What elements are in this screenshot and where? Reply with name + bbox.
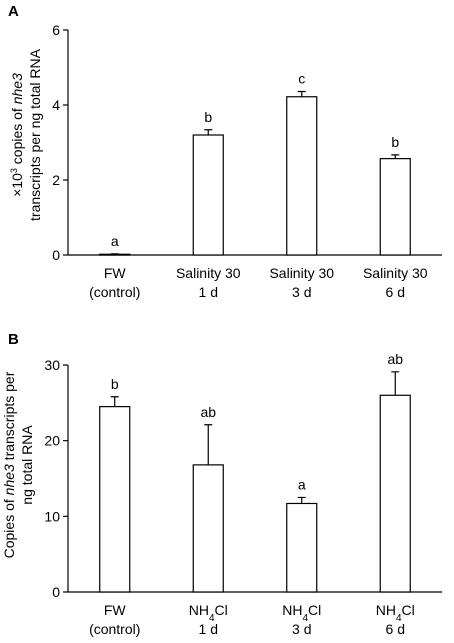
panel-b-y-axis-label-line2: ng total RNA	[19, 425, 35, 505]
panel-a-y-tick-label: 2	[52, 172, 60, 188]
panel-b-error-bar	[110, 396, 119, 407]
panel-a-category-sublabel: 3 d	[292, 284, 311, 300]
panel-b-error-bar	[297, 496, 306, 504]
panel-b-y-tick-label: 0	[52, 584, 60, 600]
panel-b-significance-letter: a	[298, 476, 306, 492]
panel-a-error-bar	[391, 154, 400, 159]
panel-b-significance-letter: b	[111, 376, 119, 392]
panel-b-category-label: NH4Cl	[376, 602, 415, 624]
panel-a-bar	[192, 134, 224, 256]
panel-a-y-tick-label: 4	[52, 97, 60, 113]
panel-b-category-label: NH4Cl	[189, 602, 228, 624]
panel-b-bar	[286, 502, 318, 593]
panel-a-y-tick-label: 0	[52, 247, 60, 263]
panel-b-category-sublabel: (control)	[89, 621, 140, 637]
panel-a-significance-letter: b	[391, 134, 399, 150]
panel-b-error-bar	[204, 424, 213, 465]
panel-b-category-sublabel: 6 d	[386, 621, 405, 637]
panel-b-y-tick-label: 30	[44, 357, 60, 373]
panel-b-error-bar	[391, 371, 400, 396]
panel-a-category-label: Salinity 30	[363, 265, 428, 281]
panel-a: A ×103 copies of nhe3 transcripts per ng…	[8, 3, 442, 300]
panel-a-category-label: Salinity 30	[269, 265, 334, 281]
panel-a-bar	[379, 158, 411, 256]
panel-a-category-sublabel: 6 d	[386, 284, 405, 300]
panel-b-y-tick-label: 20	[44, 433, 60, 449]
panel-b-category-sublabel: 3 d	[292, 621, 311, 637]
panel-b-y-axis-label: Copies of nhe3 transcripts per	[1, 371, 17, 558]
panel-a-significance-letter: a	[111, 233, 119, 249]
panel-a-category-sublabel: 1 d	[199, 284, 218, 300]
panel-b-label: B	[8, 331, 19, 348]
panel-b-category-label: FW	[104, 602, 127, 618]
panel-b-bar	[379, 394, 411, 593]
panel-a-y-tick-label: 6	[52, 22, 60, 38]
panel-b: B Copies of nhe3 transcripts per ng tota…	[1, 331, 442, 637]
panel-a-label: A	[8, 3, 19, 20]
panel-b-y-tick-label: 10	[44, 508, 60, 524]
panel-a-significance-letter: c	[298, 71, 305, 87]
panel-a-y-axis-label-line2: transcripts per ng total RNA	[27, 48, 43, 221]
panel-a-error-bar	[297, 90, 306, 97]
panel-a-bar	[286, 96, 318, 256]
panel-a-y-axis-label: ×103 copies of nhe3	[9, 73, 25, 197]
panel-a-category-sublabel: (control)	[89, 284, 140, 300]
panel-b-bar	[192, 464, 224, 593]
panel-a-plot: 0 2 4 6 a FW (control) b Salinity 30 1 d c Salinity…	[52, 22, 442, 300]
panel-a-error-bar	[204, 129, 213, 135]
panel-a-significance-letter: b	[204, 109, 212, 125]
panel-a-category-label: FW	[104, 265, 127, 281]
panel-b-category-label: NH4Cl	[282, 602, 321, 624]
panel-b-category-sublabel: 1 d	[199, 621, 218, 637]
panel-b-significance-letter: ab	[387, 351, 403, 367]
panel-a-category-label: Salinity 30	[176, 265, 241, 281]
panel-b-bar	[99, 406, 131, 593]
panel-b-significance-letter: ab	[200, 404, 216, 420]
